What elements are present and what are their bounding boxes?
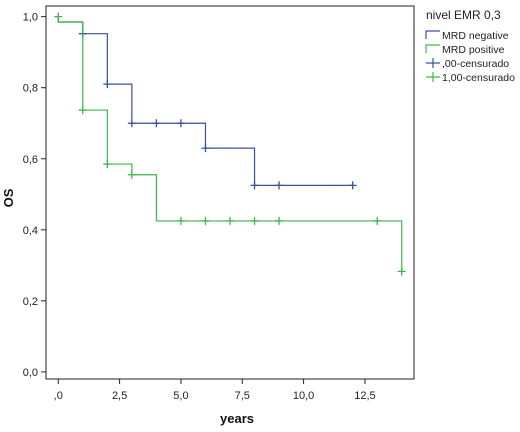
legend-entries: MRD negative MRD positive ,00-censurado 1,0… (425, 30, 515, 84)
y-tick-label: 0,0 (23, 367, 38, 379)
censor-mark-mrd-positive (127, 170, 136, 179)
series-line-mrd-negative (57, 16, 353, 186)
censor-mark-mrd-positive (275, 216, 284, 225)
y-tick-label: 0,6 (23, 154, 38, 166)
y-tick-label: 0,2 (23, 296, 38, 308)
y-tick-label: 0,4 (23, 225, 38, 237)
x-axis: ,0 2,5 5,0 7,5 10,0 12,5 (54, 379, 376, 402)
series-line-mrd-positive (57, 16, 403, 272)
legend-swatch-censor (426, 72, 440, 82)
censor-mark-mrd-negative (250, 181, 259, 190)
x-tick-label: ,0 (54, 390, 63, 402)
legend: nivel EMR 0,3 MRD negative MRD positive ,0… (425, 8, 515, 84)
censor-mark-mrd-positive (54, 12, 63, 21)
legend-label: 1,00-censurado (442, 72, 515, 84)
legend-label: MRD negative (442, 30, 509, 42)
censor-mark-mrd-positive (226, 216, 234, 225)
x-tick-label: 12,5 (354, 390, 375, 402)
legend-swatch-line (425, 44, 440, 53)
plot-frame (45, 5, 415, 380)
y-axis-title: OS (1, 188, 16, 207)
censor-mark-mrd-positive (103, 160, 112, 169)
censor-mark-mrd-negative (152, 119, 161, 128)
x-axis-title: years (220, 411, 254, 426)
censor-mark-mrd-positive (397, 267, 406, 276)
censor-mark-mrd-positive (176, 216, 185, 225)
x-tick-label: 7,5 (235, 390, 250, 402)
censor-mark-mrd-negative (348, 181, 357, 190)
legend-label: MRD positive (442, 44, 505, 56)
x-tick-label: 10,0 (293, 390, 314, 402)
legend-title: nivel EMR 0,3 (426, 8, 501, 22)
x-tick-label: 2,5 (112, 390, 127, 402)
legend-swatch-censor (426, 58, 440, 68)
censor-mark-mrd-negative (176, 119, 185, 128)
x-tick-label: 5,0 (173, 390, 188, 402)
y-tick-label: 1,0 (23, 12, 38, 24)
censor-mark-mrd-positive (373, 216, 382, 225)
censor-mark-mrd-positive (201, 216, 210, 225)
legend-label: ,00-censurado (442, 58, 509, 70)
censor-mark-mrd-positive (78, 106, 87, 115)
censor-mark-mrd-negative (201, 144, 210, 153)
series-layer (54, 12, 406, 276)
y-tick-label: 0,8 (23, 83, 38, 95)
censor-mark-mrd-positive (250, 216, 259, 225)
censor-mark-mrd-negative (127, 119, 136, 128)
censor-mark-mrd-negative (103, 80, 112, 89)
legend-swatch-line (425, 30, 440, 39)
y-axis: 0,0 0,2 0,4 0,6 0,8 1,0 (23, 12, 46, 379)
censor-mark-mrd-negative (275, 181, 284, 190)
